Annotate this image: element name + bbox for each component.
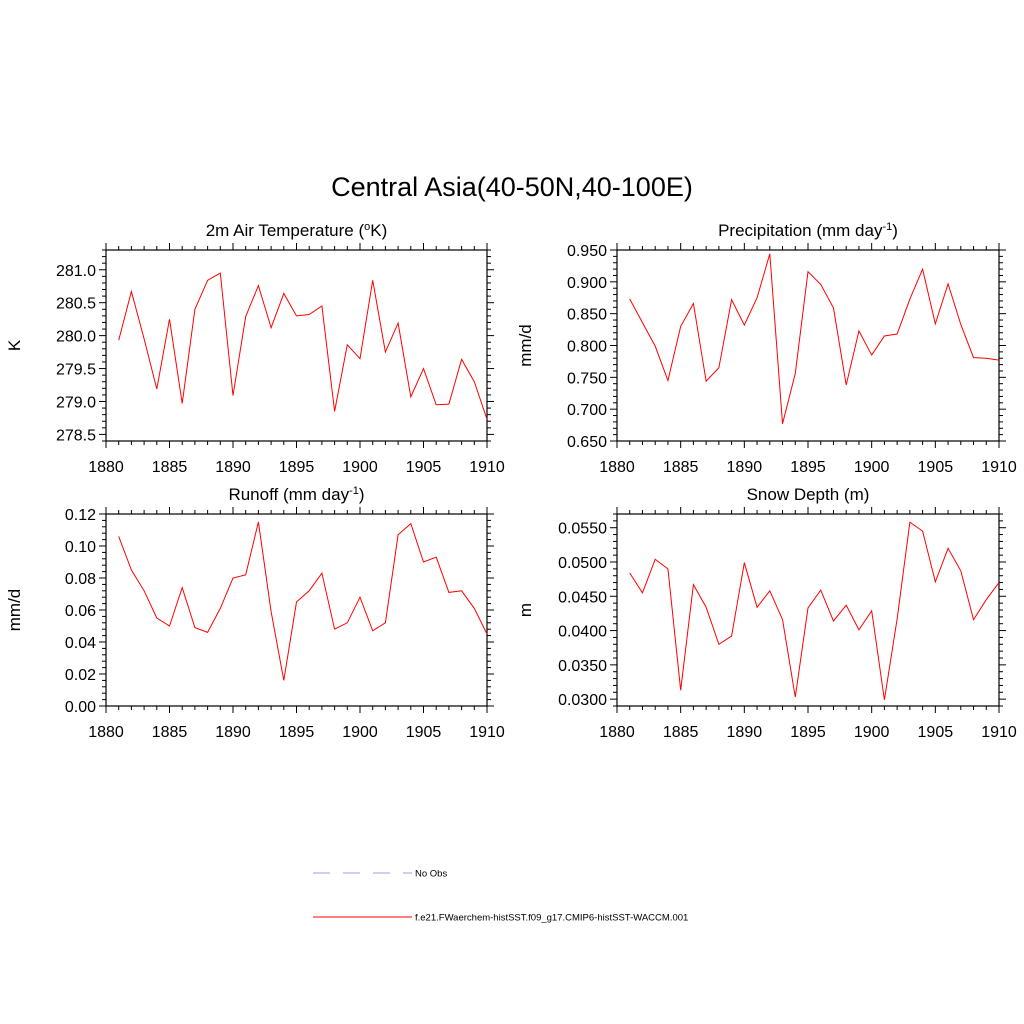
y-axis-label: mm/d <box>5 589 24 632</box>
x-tick-label: 1900 <box>342 459 378 476</box>
y-tick-label: 280.5 <box>56 296 96 313</box>
y-tick-label: 0.0350 <box>558 658 607 675</box>
x-tick-label: 1885 <box>663 724 699 741</box>
series-line <box>118 521 488 681</box>
x-tick-label: 1890 <box>727 724 763 741</box>
figure-title: Central Asia(40-50N,40-100E) <box>331 172 693 202</box>
y-tick-label: 0.750 <box>567 370 607 387</box>
panel-2: 1880 1885 1890 1895 1900 1905 1910 0.00 0.02 0.04… <box>5 485 505 741</box>
x-tick-label: 1900 <box>854 724 890 741</box>
x-tick-label: 1900 <box>854 459 890 476</box>
y-tick-label: 0.850 <box>567 307 607 324</box>
y-tick-label: 0.650 <box>567 434 607 451</box>
series-line <box>629 253 1000 424</box>
x-tick-label: 1910 <box>469 459 505 476</box>
x-tick-label: 1895 <box>279 724 315 741</box>
y-tick-label: 0.12 <box>65 507 96 524</box>
x-tick-label: 1890 <box>215 724 251 741</box>
x-tick-label: 1905 <box>918 459 954 476</box>
panel-0: 1880 1885 1890 1895 1900 1905 1910 278.5 279.0 27… <box>5 221 505 476</box>
plot-frame <box>105 249 488 442</box>
y-tick-label: 281.0 <box>56 263 96 280</box>
panel-1: 1880 1885 1890 1895 1900 1905 1910 0.650 0.700 0.… <box>516 221 1017 476</box>
y-tick-label: 0.02 <box>65 667 96 684</box>
y-axis-label: m <box>516 603 535 617</box>
panel-title: Runoff (mm day-1) <box>228 485 364 504</box>
y-tick-label: 280.0 <box>56 329 96 346</box>
x-tick-label: 1890 <box>215 459 251 476</box>
y-tick-label: 0.0450 <box>558 589 607 606</box>
x-tick-label: 1910 <box>981 724 1017 741</box>
x-tick-label: 1895 <box>279 459 315 476</box>
y-tick-label: 0.06 <box>65 603 96 620</box>
plot-frame <box>616 249 1000 442</box>
series-line <box>629 521 1000 700</box>
y-tick-label: 0.0500 <box>558 555 607 572</box>
x-tick-label: 1905 <box>406 459 442 476</box>
y-tick-label: 0.00 <box>65 699 96 716</box>
series-line <box>118 272 488 420</box>
legend: No Obs f.e21.FWaerchem-histSST.f09_g17.C… <box>313 869 688 924</box>
y-tick-label: 279.5 <box>56 362 96 379</box>
x-tick-label: 1895 <box>790 459 826 476</box>
y-tick-label: 0.0400 <box>558 624 607 641</box>
legend-label-model: f.e21.FWaerchem-histSST.f09_g17.CMIP6-hi… <box>415 913 688 924</box>
y-tick-label: 0.950 <box>567 243 607 260</box>
y-axis-label: K <box>5 339 24 351</box>
x-tick-label: 1880 <box>599 459 635 476</box>
y-tick-label: 0.900 <box>567 275 607 292</box>
x-tick-label: 1880 <box>88 724 124 741</box>
x-tick-label: 1885 <box>152 459 188 476</box>
y-tick-label: 279.0 <box>56 394 96 411</box>
y-tick-label: 0.08 <box>65 571 96 588</box>
x-tick-label: 1890 <box>727 459 763 476</box>
panel-title: Snow Depth (m) <box>747 485 870 504</box>
y-tick-label: 0.0550 <box>558 521 607 538</box>
x-tick-label: 1885 <box>663 459 699 476</box>
panels: 1880 1885 1890 1895 1900 1905 1910 278.5 279.0 27… <box>5 221 1017 741</box>
panel-3: 1880 1885 1890 1895 1900 1905 1910 0.0300 0.0350… <box>516 485 1017 741</box>
plot-frame <box>105 513 488 707</box>
x-tick-label: 1885 <box>152 724 188 741</box>
y-tick-label: 0.0300 <box>558 692 607 709</box>
x-tick-label: 1910 <box>981 459 1017 476</box>
x-tick-label: 1880 <box>88 459 124 476</box>
x-tick-label: 1900 <box>342 724 378 741</box>
y-tick-label: 0.10 <box>65 539 96 556</box>
panel-title: Precipitation (mm day-1) <box>718 221 898 240</box>
y-tick-label: 278.5 <box>56 427 96 444</box>
x-tick-label: 1905 <box>406 724 442 741</box>
y-tick-label: 0.04 <box>65 635 96 652</box>
legend-label-no-obs: No Obs <box>415 869 447 880</box>
panel-title: 2m Air Temperature (oK) <box>206 221 388 240</box>
y-axis-label: mm/d <box>516 324 535 367</box>
x-tick-label: 1895 <box>790 724 826 741</box>
x-tick-label: 1880 <box>599 724 635 741</box>
y-tick-label: 0.700 <box>567 402 607 419</box>
x-tick-label: 1910 <box>469 724 505 741</box>
y-tick-label: 0.800 <box>567 339 607 356</box>
x-tick-label: 1905 <box>918 724 954 741</box>
